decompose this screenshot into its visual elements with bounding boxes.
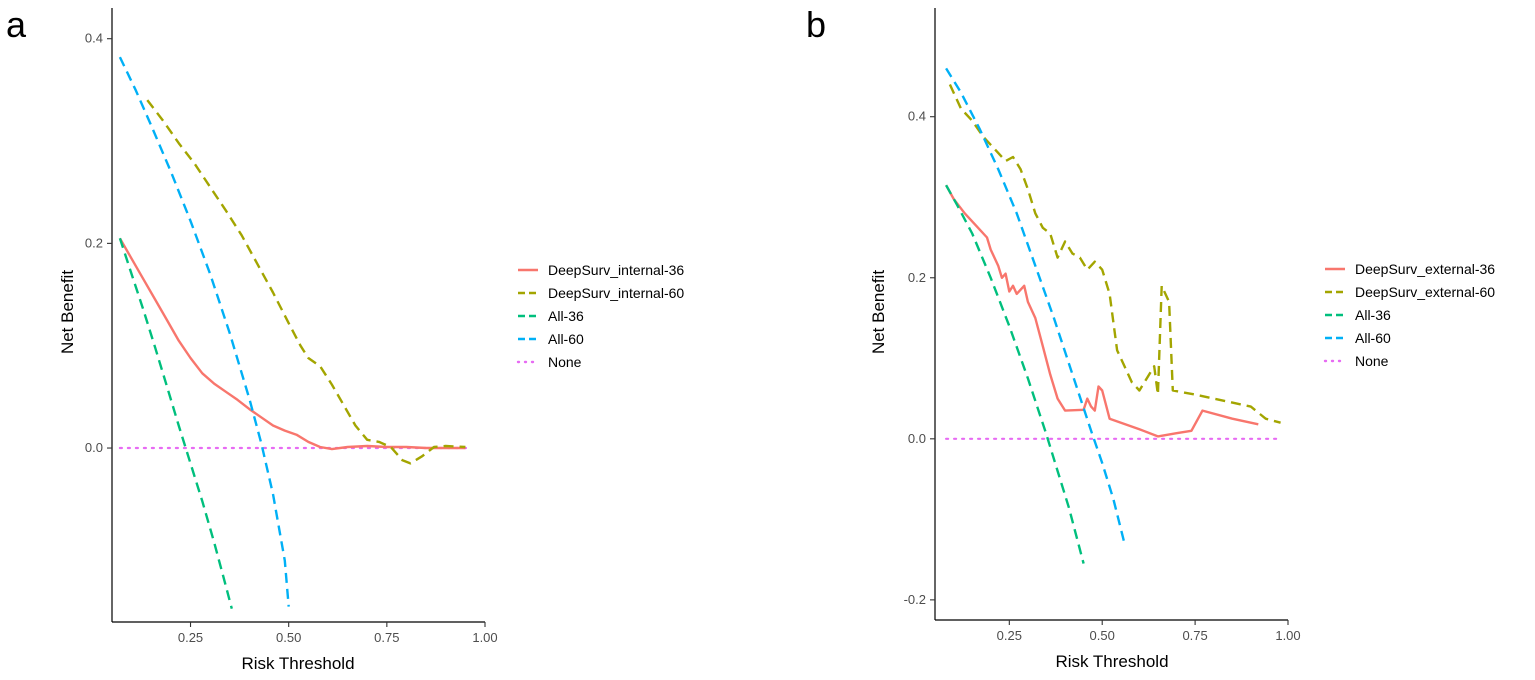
y-tick-label: 0.0 bbox=[908, 431, 926, 446]
legend-label: DeepSurv_internal-60 bbox=[548, 285, 684, 301]
x-axis-title: Risk Threshold bbox=[1055, 652, 1168, 671]
y-tick-label: -0.2 bbox=[904, 592, 926, 607]
series-line-deepsurv-external-60 bbox=[948, 83, 1281, 424]
x-tick-label: 0.75 bbox=[1182, 628, 1207, 643]
panel-a: a 0.0 0.2 0.4 0.25 0.50 0.75 1.00 Risk Thresh… bbox=[6, 4, 684, 673]
panel-letter: b bbox=[806, 4, 826, 45]
panel-b: b -0.2 0.0 0.2 0.4 0.25 0.50 0.75 1.00 Risk Th… bbox=[806, 4, 1495, 671]
y-tick-label: 0.2 bbox=[85, 235, 103, 250]
x-axis-title: Risk Threshold bbox=[241, 654, 354, 673]
x-tick-label: 0.25 bbox=[997, 628, 1022, 643]
x-tick-label: 0.50 bbox=[276, 630, 301, 645]
x-tick-label: 1.00 bbox=[472, 630, 497, 645]
y-tick-label: 0.2 bbox=[908, 270, 926, 285]
y-axis-title: Net Benefit bbox=[58, 270, 77, 354]
legend-label: All-60 bbox=[1355, 330, 1391, 346]
legend-label: All-60 bbox=[548, 331, 584, 347]
legend-label: None bbox=[1355, 353, 1389, 369]
x-tick-label: 0.75 bbox=[374, 630, 399, 645]
legend-label: All-36 bbox=[548, 308, 584, 324]
series-line-deepsurv-internal-36 bbox=[118, 237, 466, 451]
panel-letter: a bbox=[6, 4, 27, 45]
y-tick-label: 0.4 bbox=[85, 31, 103, 46]
y-tick-label: 0.4 bbox=[908, 109, 926, 124]
series-line-all-60 bbox=[118, 56, 290, 607]
x-tick-label: 0.25 bbox=[178, 630, 203, 645]
series-line-deepsurv-external-36 bbox=[945, 184, 1259, 438]
y-axis-title: Net Benefit bbox=[869, 270, 888, 354]
legend-label: DeepSurv_external-36 bbox=[1355, 261, 1495, 277]
series-line-all-60 bbox=[945, 67, 1126, 544]
legend-label: None bbox=[548, 354, 582, 370]
legend: DeepSurv_external-36 DeepSurv_external-60… bbox=[1323, 261, 1495, 369]
legend: DeepSurv_internal-36 DeepSurv_internal-60… bbox=[516, 262, 684, 370]
legend-label: DeepSurv_external-60 bbox=[1355, 284, 1495, 300]
legend-label: All-36 bbox=[1355, 307, 1391, 323]
legend-label: DeepSurv_internal-36 bbox=[548, 262, 684, 278]
series-line-all-36 bbox=[118, 237, 233, 610]
series-line-all-36 bbox=[945, 184, 1085, 564]
x-tick-label: 1.00 bbox=[1275, 628, 1300, 643]
y-tick-label: 0.0 bbox=[85, 440, 103, 455]
series-line-deepsurv-internal-60 bbox=[146, 99, 466, 465]
x-tick-label: 0.50 bbox=[1090, 628, 1115, 643]
